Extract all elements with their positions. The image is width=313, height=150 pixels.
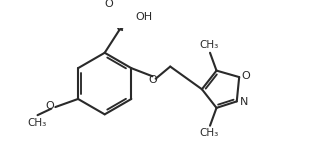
Text: CH₃: CH₃: [27, 118, 46, 128]
Text: O: O: [149, 75, 158, 86]
Text: O: O: [104, 0, 113, 9]
Text: OH: OH: [136, 12, 153, 22]
Text: O: O: [46, 101, 54, 111]
Text: N: N: [240, 97, 249, 107]
Text: CH₃: CH₃: [200, 40, 219, 50]
Text: O: O: [242, 71, 250, 81]
Text: CH₃: CH₃: [200, 128, 219, 138]
